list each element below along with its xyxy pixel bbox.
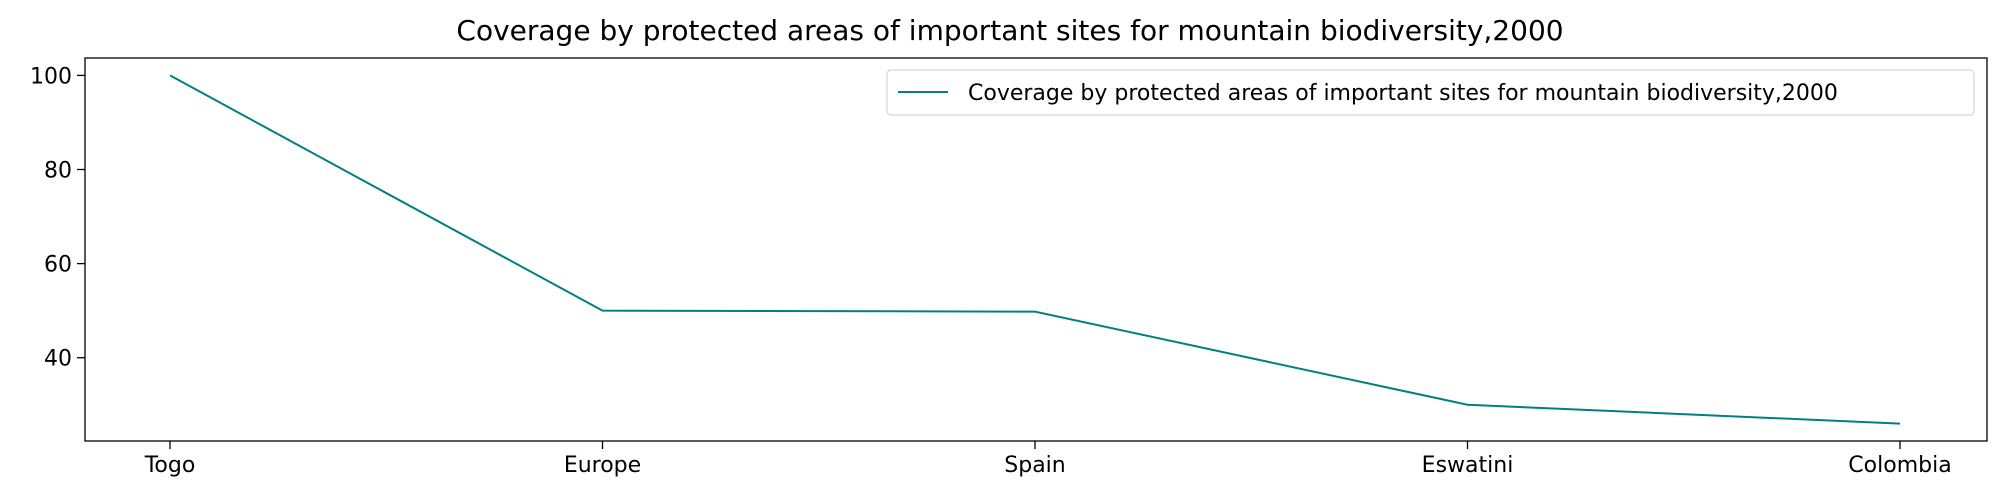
y-tick-label: 100	[30, 64, 72, 89]
x-tick-label: Europe	[564, 453, 641, 478]
legend: Coverage by protected areas of important…	[886, 69, 1975, 116]
series-line	[169, 74, 1901, 425]
x-tick-label: Spain	[1004, 453, 1065, 478]
series-layer	[169, 74, 1901, 425]
y-tick-label: 80	[44, 159, 72, 184]
y-axis: 40 60 80 100	[30, 64, 85, 372]
chart-title: Coverage by protected areas of important…	[456, 14, 1563, 47]
x-axis: Togo Europe Spain Eswatini Colombia	[144, 441, 1952, 478]
legend-box	[886, 69, 1975, 116]
y-tick-label: 60	[44, 253, 72, 278]
x-tick-label: Colombia	[1848, 453, 1951, 478]
x-tick-label: Eswatini	[1422, 453, 1514, 478]
legend-label: Coverage by protected areas of important…	[968, 81, 1838, 106]
plot-area-frame	[84, 57, 1988, 442]
y-tick-label: 40	[44, 347, 72, 372]
x-tick-label: Togo	[144, 453, 196, 478]
